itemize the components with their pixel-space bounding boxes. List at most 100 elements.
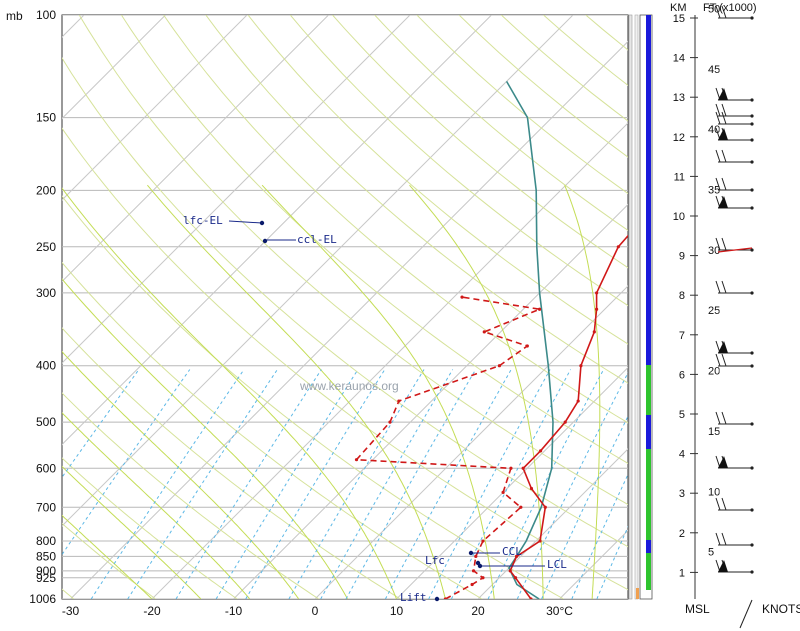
ft-tick-label: 30 <box>708 245 720 257</box>
moist-adiabat <box>261 184 495 599</box>
mixing-ratio-line <box>288 369 425 599</box>
pressure-tick-700: 700 <box>36 500 56 514</box>
wind-barb-tip <box>750 16 754 20</box>
isotherm-line <box>62 15 166 120</box>
ft-tick-label: 50 <box>708 3 720 15</box>
dewpoint-point <box>470 582 474 587</box>
dry-adiabat <box>332 15 628 269</box>
ft-tick-label: 20 <box>708 366 720 378</box>
stability-segment <box>646 365 651 415</box>
temperature-point <box>513 576 518 580</box>
temp-tick-label: -10 <box>225 604 243 618</box>
stability-segment <box>646 553 651 590</box>
mixing-ratio-line <box>215 369 359 599</box>
km-tick-label: 13 <box>673 92 685 104</box>
dry-adiabat <box>62 327 401 599</box>
wind-barb-tip <box>750 188 754 192</box>
ft-tick-label: 25 <box>708 305 720 317</box>
temp-tick-label: 0 <box>312 604 319 618</box>
temperature-point <box>595 307 599 311</box>
km-tick-label: 10 <box>673 211 685 223</box>
dry-adiabat <box>62 457 238 599</box>
km-tick-label: 6 <box>679 369 685 381</box>
pressure-tick-250: 250 <box>36 240 56 254</box>
wind-barb-feather <box>715 497 721 511</box>
wind-barb-feather <box>715 177 721 191</box>
temperature-point <box>576 399 580 403</box>
plot-area <box>61 14 629 600</box>
km-axis-label: KM <box>670 2 687 14</box>
dewpoint-point <box>537 307 542 311</box>
mixing-ratio-line <box>345 369 477 599</box>
km-tick-label: 9 <box>679 251 685 263</box>
wind-barb-feather <box>715 111 721 125</box>
wind-barb-feather <box>721 237 727 251</box>
ccl-el-label: ccl-EL <box>297 233 337 246</box>
dewpoint-point <box>497 364 502 368</box>
surface-barb <box>739 599 753 629</box>
dry-adiabat <box>163 15 628 424</box>
wind-barb-feather <box>721 111 727 125</box>
dewpoint-point <box>525 344 529 348</box>
km-tick-label: 15 <box>673 13 685 25</box>
wind-barb-feather <box>715 353 721 367</box>
mixing-ratio-line <box>571 473 628 599</box>
wind-barb-pennant <box>718 196 728 208</box>
isotherm-line <box>62 15 492 446</box>
ft-tick-label: 10 <box>708 486 720 498</box>
ccl-label: CCL <box>502 545 522 558</box>
wind-barb-tip <box>750 508 754 512</box>
wind-barb-highlight <box>717 247 753 253</box>
dry-adiabat <box>670 15 800 599</box>
isotherm-line <box>62 15 248 201</box>
lfc-el-marker <box>259 220 265 226</box>
wind-barb-tip <box>750 98 754 102</box>
ft-axis-label: FT (x1000) <box>703 2 757 14</box>
wind-barb-feather <box>715 103 721 117</box>
ccl-marker <box>468 550 474 556</box>
km-tick-label: 7 <box>679 330 685 342</box>
isotherm-line <box>314 285 628 599</box>
km-tick-label: 2 <box>679 528 685 540</box>
mixing-ratio-line <box>245 369 386 599</box>
pressure-tick-800: 800 <box>36 534 56 548</box>
dry-adiabat <box>289 15 628 307</box>
ft-tick-label: 40 <box>708 124 720 136</box>
ft-tick-label: 15 <box>708 426 720 438</box>
wind-barb-feather <box>721 532 727 546</box>
ft-tick-label: 5 <box>708 547 714 559</box>
temperature-point <box>529 597 533 599</box>
pressure-tick-200: 200 <box>36 183 56 197</box>
stability-segment <box>646 15 651 365</box>
temp-tick-label: -20 <box>143 604 161 618</box>
km-tick-label: 3 <box>679 488 685 500</box>
ccl-el-marker <box>262 238 268 244</box>
wind-barb-pennant <box>718 128 728 140</box>
moist-adiabat <box>62 278 349 599</box>
dry-adiabat <box>78 15 628 506</box>
moist-adiabat <box>147 184 446 599</box>
temp-tick-label: 10 <box>390 604 404 618</box>
mixing-ratio-line <box>90 369 245 599</box>
lift-label: Lift <box>400 591 427 604</box>
mixing-ratio-line <box>541 415 628 599</box>
dewpoint-point <box>482 330 486 334</box>
temperature-point <box>543 505 547 509</box>
pressure-tick-600: 600 <box>36 461 56 475</box>
wind-barb-tip <box>750 160 754 164</box>
pressure-tick-100: 100 <box>36 8 56 22</box>
wind-barb-pennant <box>718 341 728 353</box>
dewpoint-point <box>501 490 505 494</box>
wind-barb-feather <box>721 280 727 294</box>
mixing-ratio-line <box>62 369 140 479</box>
isotherm-line <box>70 40 628 599</box>
km-tick-label: 8 <box>679 290 685 302</box>
temp-tick-label: 20 <box>471 604 485 618</box>
pressure-unit-label: mb <box>6 9 23 23</box>
moist-adiabat <box>62 187 397 599</box>
lfc-el-leader <box>228 220 263 224</box>
wind-barb-feather <box>715 149 721 163</box>
km-tick-label: 12 <box>673 132 685 144</box>
isotherm-line <box>62 15 411 364</box>
mixing-ratio-line <box>62 369 191 556</box>
